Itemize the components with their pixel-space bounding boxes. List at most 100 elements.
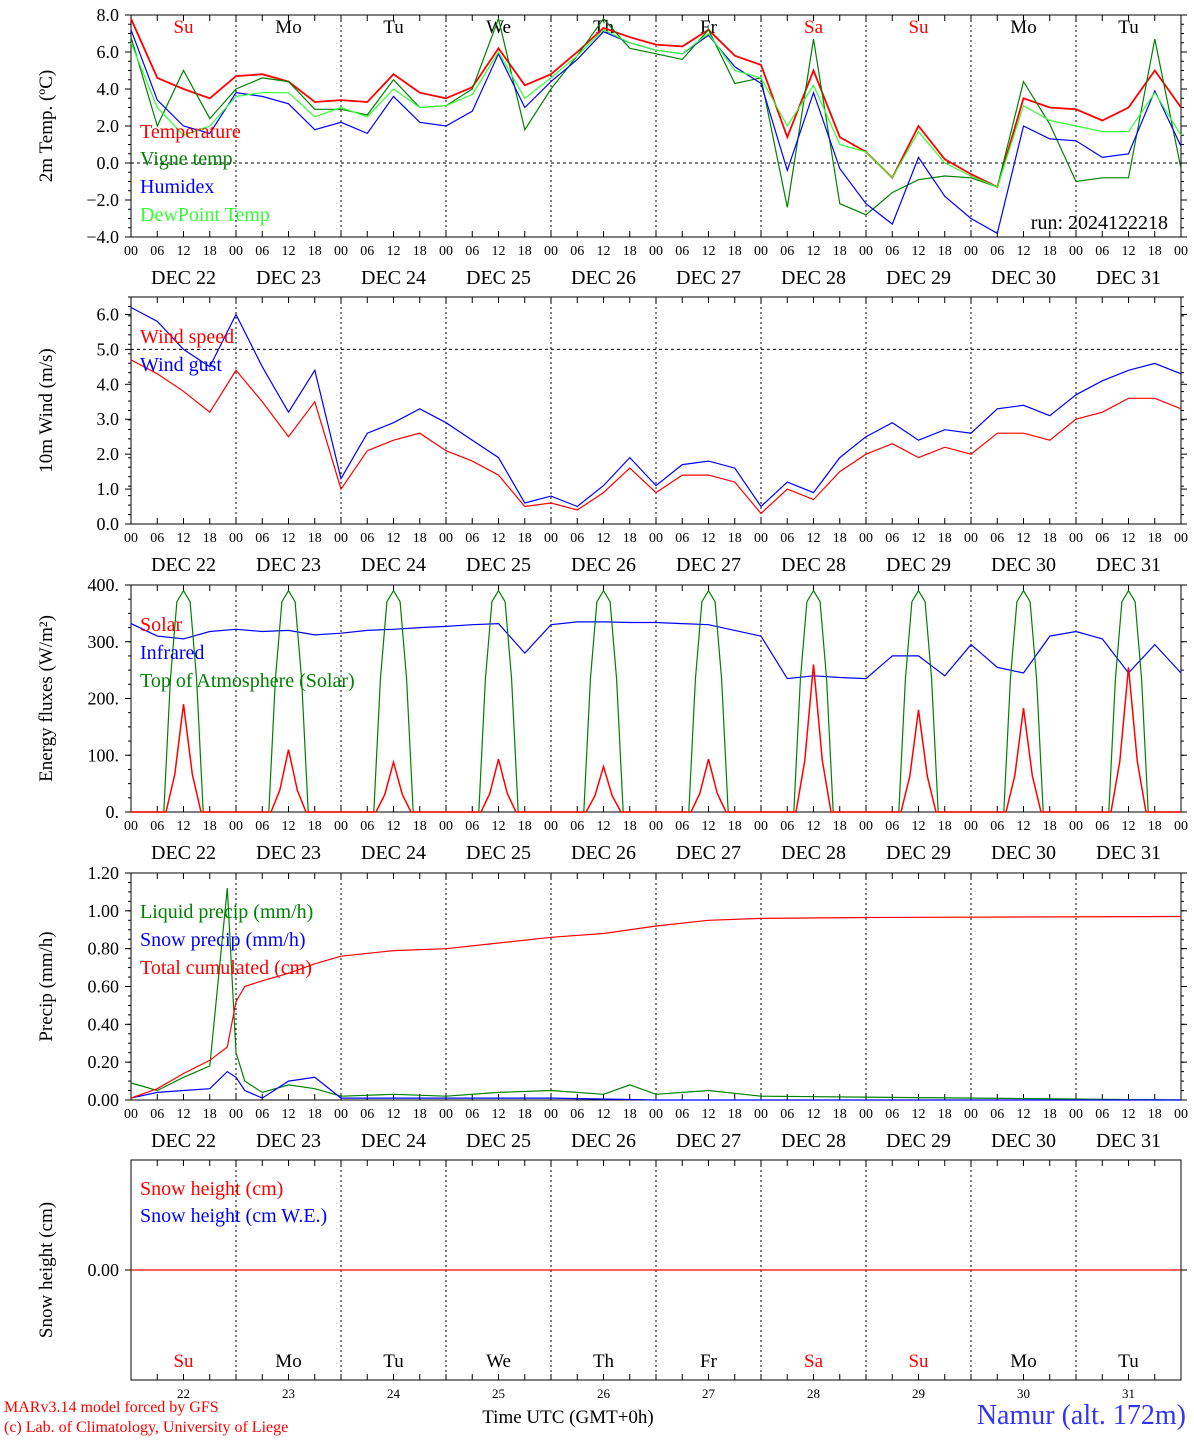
- panel3-hour-label: 18: [833, 819, 847, 834]
- panel4-hour-label: 12: [282, 1107, 296, 1122]
- panel1-hour-label: 00: [1174, 244, 1188, 259]
- panel1-legend-entry: Vigne temp: [140, 148, 233, 170]
- panel1-hour-label: 18: [938, 244, 952, 259]
- panel4-date-label: DEC 26: [571, 1130, 636, 1152]
- panel3-hour-label: 18: [413, 819, 427, 834]
- panel4-hour-label: 00: [439, 1107, 453, 1122]
- panel4-date-label: DEC 27: [676, 1130, 741, 1152]
- x-axis-label: Time UTC (GMT+0h): [482, 1407, 654, 1428]
- panel2-hour-label: 12: [597, 531, 611, 546]
- panel4-ytick-label: 1.00: [88, 901, 120, 921]
- panel2-hour-label: 18: [518, 531, 532, 546]
- panel1-weekday-label: Tu: [383, 17, 404, 38]
- panel3-hour-label: 12: [282, 819, 296, 834]
- panel4-date-label: DEC 30: [991, 1130, 1056, 1152]
- day-number-label: 27: [702, 1386, 716, 1401]
- panel1-hour-label: 00: [334, 244, 348, 259]
- panel4-legend-entry: Snow precip (mm/h): [140, 929, 306, 951]
- panel1-hour-label: 12: [1122, 244, 1136, 259]
- panel1-date-label: DEC 23: [256, 267, 321, 289]
- panel2-date-label: DEC 27: [676, 554, 741, 576]
- panel2-ytick-label: 0.0: [97, 514, 120, 534]
- panel2-ylabel: 10m Wind (m/s): [36, 348, 57, 473]
- panel5-weekday-label: We: [486, 1351, 511, 1372]
- panel1-hour-label: 06: [465, 244, 479, 259]
- panel4-hour-label: 00: [544, 1107, 558, 1122]
- panel2-ytick-label: 6.0: [97, 304, 120, 324]
- panel3-date-label: DEC 22: [151, 842, 216, 864]
- panel2-hour-label: 06: [570, 531, 584, 546]
- panel1-hour-label: 18: [518, 244, 532, 259]
- panel2-hour-label: 06: [885, 531, 899, 546]
- panel3-hour-label: 06: [465, 819, 479, 834]
- panel4-ytick-label: 0.40: [88, 1014, 120, 1034]
- panel1-hour-label: 12: [177, 244, 191, 259]
- day-number-label: 30: [1017, 1386, 1030, 1401]
- panel5-legend-entry: Snow height (cm W.E.): [140, 1205, 327, 1227]
- panel1-date-label: DEC 31: [1096, 267, 1161, 289]
- panel1-date-label: DEC 26: [571, 267, 636, 289]
- panel1-ylabel: 2m Temp. (ºC): [36, 70, 57, 182]
- panel3-hour-label: 00: [334, 819, 348, 834]
- panel1-hour-label: 00: [859, 244, 873, 259]
- panel4-ytick-label: 0.20: [88, 1052, 120, 1072]
- panel5-weekday-label: Tu: [383, 1351, 404, 1372]
- panel1-date-label: DEC 22: [151, 267, 216, 289]
- panel4-date-label: DEC 23: [256, 1130, 321, 1152]
- panel1-date-label: DEC 27: [676, 267, 741, 289]
- panel3-hour-label: 12: [597, 819, 611, 834]
- panel3-hour-label: 18: [938, 819, 952, 834]
- panel1-hour-label: 00: [439, 244, 453, 259]
- panel1-legend-entry: DewPoint Temp: [140, 204, 270, 226]
- panel4-hour-label: 12: [912, 1107, 926, 1122]
- panel3-legend-entry: Infrared: [140, 642, 204, 664]
- panel5-weekday-label: Tu: [1118, 1351, 1139, 1372]
- panel3-hour-label: 06: [780, 819, 794, 834]
- panel4-hour-label: 00: [754, 1107, 768, 1122]
- panel1-ytick-label: 4.0: [97, 79, 120, 99]
- panel4-legend-entry: Liquid precip (mm/h): [140, 901, 313, 923]
- panel3-hour-label: 12: [492, 819, 506, 834]
- panel3-date-label: DEC 27: [676, 842, 741, 864]
- panel2-hour-label: 12: [1122, 531, 1136, 546]
- panel1-hour-label: 06: [780, 244, 794, 259]
- panel4-hour-label: 12: [1122, 1107, 1136, 1122]
- panel5-ylabel: Snow height (cm): [36, 1202, 57, 1338]
- panel3-hour-label: 06: [1095, 819, 1109, 834]
- panel3-hour-label: 06: [570, 819, 584, 834]
- panel3-hour-label: 12: [702, 819, 716, 834]
- panel2-hour-label: 06: [780, 531, 794, 546]
- panel1-hour-label: 00: [964, 244, 978, 259]
- run-annotation: run: 2024122218: [1031, 212, 1168, 234]
- day-number-label: 26: [597, 1386, 611, 1401]
- panel5-weekday-label: Mo: [275, 1351, 301, 1372]
- panel1-date-label: DEC 25: [466, 267, 531, 289]
- panel4-hour-label: 00: [649, 1107, 663, 1122]
- lab-credit: (c) Lab. of Climatology, University of L…: [4, 1419, 289, 1436]
- panel2-ytick-label: 4.0: [97, 374, 120, 394]
- panel1-hour-label: 18: [1043, 244, 1057, 259]
- panel1-hour-label: 12: [1017, 244, 1031, 259]
- panel4-hour-label: 00: [124, 1107, 138, 1122]
- panel4-hour-label: 18: [833, 1107, 847, 1122]
- panel1-series-line: [130, 16, 1182, 216]
- panel4-legend-entry: Total cumulated (cm): [140, 957, 312, 979]
- panel4-ytick-label: 0.60: [88, 977, 120, 997]
- panel1-ytick-label: 8.0: [97, 5, 120, 25]
- panel3-date-label: DEC 29: [886, 842, 951, 864]
- panel3-hour-label: 12: [177, 819, 191, 834]
- panel1-hour-label: 06: [570, 244, 584, 259]
- panel3-legend-entry: Solar: [140, 614, 183, 636]
- panel3-hour-label: 18: [728, 819, 742, 834]
- panel4-hour-label: 06: [150, 1107, 164, 1122]
- day-number-label: 25: [492, 1386, 505, 1401]
- panel3-hour-label: 06: [255, 819, 269, 834]
- panel2-hour-label: 18: [203, 531, 217, 546]
- panel4-series-line: [130, 915, 1182, 1099]
- panel2-hour-label: 00: [124, 531, 138, 546]
- panel1-ytick-label: −4.0: [86, 227, 119, 247]
- panel2-date-label: DEC 23: [256, 554, 321, 576]
- panel4-hour-label: 12: [1017, 1107, 1031, 1122]
- panel1-date-label: DEC 24: [361, 267, 426, 289]
